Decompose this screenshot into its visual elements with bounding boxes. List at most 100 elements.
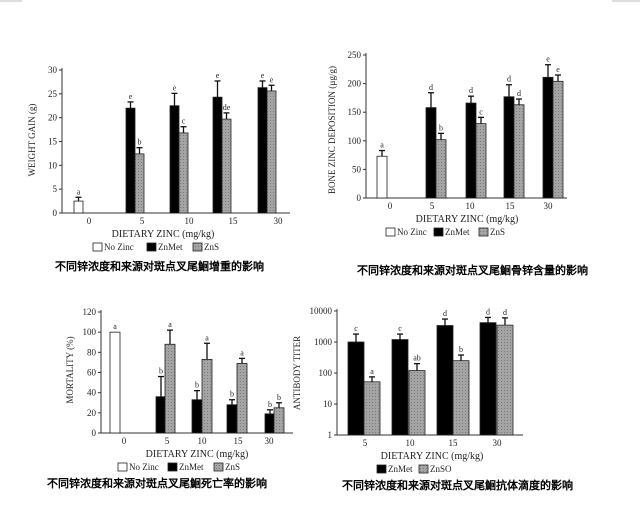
legend-label: No Zinc: [104, 242, 134, 252]
legend-swatch: [418, 464, 429, 474]
legend-swatch: [167, 462, 178, 472]
legend-swatch: [92, 242, 103, 252]
y-tick-label: 5: [53, 184, 58, 194]
significance-letter: e: [129, 92, 133, 101]
legend-label: ZnSO: [430, 464, 452, 474]
y-axis-label: WEIGHT GAIN (g): [27, 104, 37, 177]
y-tick-label: 0: [357, 193, 362, 203]
significance-letter: c: [398, 324, 402, 333]
y-axis-label: BONE ZINC DEPOSITION (µg/g): [327, 66, 337, 194]
x-tick-label: 10: [185, 216, 195, 226]
significance-letter: a: [77, 187, 81, 196]
bar-zns: [134, 153, 145, 214]
y-axis-label: ANTIBODY TITER: [292, 336, 302, 410]
legend-label: ZnMet: [388, 464, 413, 474]
figure-caption: 不同锌浓度和来源对斑点叉尾鮰死亡率的影响: [47, 476, 267, 490]
significance-letter: c: [479, 107, 483, 116]
bar-znmet: [391, 339, 409, 436]
significance-letter: e: [556, 65, 560, 74]
y-tick-label: 15: [48, 137, 58, 147]
y-tick-label: 80: [87, 347, 97, 357]
y-axis-label: MORTALITY (%): [65, 336, 75, 403]
y-tick-label: 1: [328, 430, 333, 440]
bar-zns: [513, 104, 525, 199]
y-tick-label: 0: [92, 428, 97, 438]
significance-letter: a: [205, 333, 209, 342]
figure-caption: 不同锌浓度和来源对斑点叉尾鮰抗体滴度的影响: [342, 478, 573, 492]
significance-letter: d: [507, 75, 511, 84]
x-tick-label: 30: [544, 201, 554, 211]
bar-znmet: [125, 107, 136, 214]
bar-znmet: [169, 105, 180, 214]
significance-letter: c: [354, 324, 358, 333]
significance-letter: d: [503, 308, 507, 317]
legend-swatch: [146, 242, 157, 252]
x-tick-label: 0: [122, 436, 127, 446]
significance-letter: e: [261, 71, 265, 80]
significance-letter: e: [546, 55, 550, 64]
legend-swatch: [385, 227, 396, 237]
bar-znso: [408, 370, 426, 436]
y-tick-label: 0: [53, 208, 58, 218]
bar-zns: [475, 123, 487, 199]
y-tick-label: 100: [83, 327, 97, 337]
bar-zns: [201, 358, 213, 434]
bar-znso: [452, 360, 470, 436]
y-tick-label: 100: [319, 368, 333, 378]
significance-letter: ab: [413, 354, 421, 363]
y-tick-label: 30: [48, 65, 58, 75]
significance-letter: d: [443, 309, 447, 318]
bar-znmet: [155, 396, 167, 434]
significance-letter: a: [370, 367, 374, 376]
y-tick-label: 20: [87, 408, 97, 418]
x-tick-label: 30: [493, 438, 503, 448]
significance-letter: d: [517, 89, 521, 98]
legend-label: ZnMet: [158, 242, 183, 252]
bar-zns: [435, 139, 447, 199]
bar-znmet: [542, 76, 554, 199]
y-tick-label: 10: [48, 160, 58, 170]
x-tick-label: 10: [406, 438, 416, 448]
significance-letter: b: [230, 390, 234, 399]
legend-swatch: [192, 242, 203, 252]
bar-znmet: [436, 325, 454, 436]
x-tick-label: 0: [388, 201, 393, 211]
x-tick-label: 5: [140, 216, 145, 226]
y-tick-label: 25: [48, 89, 58, 99]
legend-swatch: [213, 462, 224, 472]
x-tick-label: 15: [449, 438, 459, 448]
x-tick-label: 15: [234, 436, 244, 446]
significance-letter: a: [168, 320, 172, 329]
significance-letter: a: [113, 322, 117, 331]
significance-letter: e: [216, 71, 220, 80]
significance-letter: de: [223, 103, 231, 112]
bar-zns: [273, 407, 285, 434]
y-tick-label: 200: [348, 79, 362, 89]
significance-letter: b: [159, 367, 163, 376]
significance-letter: b: [277, 393, 281, 402]
y-tick-label: 10: [323, 399, 333, 409]
bar-znmet: [264, 413, 276, 434]
figure-caption: 不同锌浓度和来源对斑点叉尾鮰骨锌含量的影响: [357, 263, 588, 277]
y-tick-label: 60: [87, 368, 97, 378]
bar-znmet: [425, 107, 437, 199]
legend-label: No Zinc: [397, 227, 427, 237]
x-tick-label: 5: [363, 438, 368, 448]
legend-label: No Zinc: [129, 462, 159, 472]
x-tick-label: 15: [506, 201, 516, 211]
y-tick-label: 50: [352, 164, 362, 174]
x-tick-label: 5: [430, 201, 435, 211]
bar-no-zinc: [376, 155, 388, 199]
bar-znmet: [212, 96, 223, 214]
bar-zns: [178, 132, 189, 214]
bar-znmet: [257, 87, 268, 214]
significance-letter: e: [270, 75, 274, 84]
bar-znmet: [479, 322, 497, 436]
x-tick-label: 30: [265, 436, 275, 446]
x-axis-label: DIETARY ZINC (mg/kg): [146, 449, 249, 460]
